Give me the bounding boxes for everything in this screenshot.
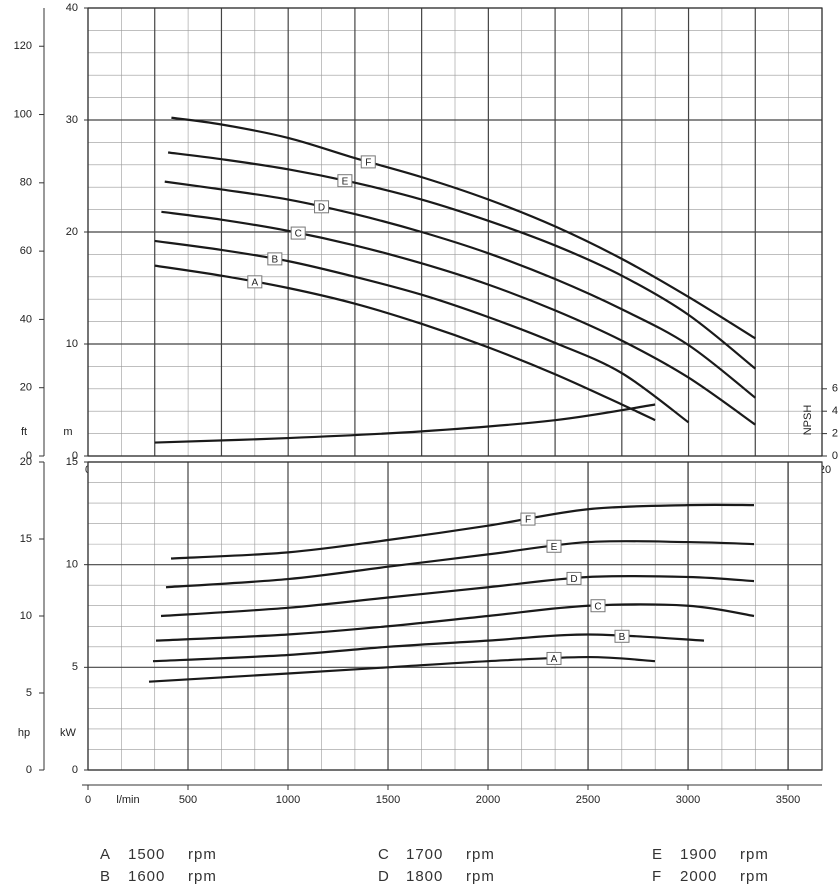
curve	[154, 403, 656, 444]
curve-label-box	[546, 539, 562, 553]
y2-tick-label: 120	[14, 40, 32, 52]
curve	[154, 264, 656, 422]
curve-label: B	[619, 632, 626, 643]
legend-unit: rpm	[188, 868, 217, 885]
curve	[171, 116, 756, 340]
curve	[165, 539, 755, 589]
curve-label: D	[318, 202, 325, 213]
y-axis-label: kW	[60, 727, 77, 739]
y-tick-label: 40	[66, 2, 78, 14]
legend-speed: 1700	[406, 846, 443, 863]
legend-unit: rpm	[466, 846, 495, 863]
y2-tick-label: 15	[20, 533, 32, 545]
curve-label: E	[551, 542, 558, 553]
y3-tick-label: 6	[832, 383, 838, 395]
curve-label: C	[594, 601, 601, 612]
curve	[161, 210, 756, 426]
y3-tick-label: 2	[832, 428, 838, 440]
curve-label-box	[314, 200, 330, 214]
curve	[170, 503, 755, 560]
curve-label-box	[590, 599, 606, 613]
legend-key: A	[100, 846, 111, 863]
y3-tick-label: 0	[832, 450, 838, 462]
legend-speed: 1800	[406, 868, 443, 885]
curve-label: D	[570, 574, 577, 585]
y3-axis-label: NPSH	[802, 405, 814, 436]
y2-tick-label: 100	[14, 108, 32, 120]
y-tick-label: 20	[66, 226, 78, 238]
legend-key: F	[652, 868, 662, 885]
y2-tick-label: 60	[20, 245, 32, 257]
curve-label-box	[546, 651, 562, 665]
y2-tick-label: 10	[20, 610, 32, 622]
x-tick-label: 1000	[276, 794, 300, 806]
x-tick-label: 0	[85, 794, 91, 806]
curve-label: F	[525, 515, 531, 526]
legend-unit: rpm	[188, 846, 217, 863]
curve-label-box	[520, 512, 536, 526]
curve-label-box	[614, 629, 630, 643]
x-tick-label: 2500	[576, 794, 600, 806]
y2-tick-label: 40	[20, 313, 32, 325]
curve-label: E	[342, 176, 349, 187]
y3-tick-label: 4	[832, 405, 838, 417]
y-tick-label: 30	[66, 114, 78, 126]
curve-label-box	[247, 275, 263, 289]
curve-label: A	[551, 654, 558, 665]
legend-key: B	[100, 868, 111, 885]
y2-tick-label: 0	[26, 450, 32, 462]
plot-frame	[87, 461, 823, 771]
curve-label: C	[295, 229, 302, 240]
y2-axis-label: ft	[21, 426, 27, 438]
legend-speed: 2000	[680, 868, 717, 885]
x-tick-label: 2000	[476, 794, 500, 806]
curve-label-box	[566, 571, 582, 585]
y-tick-label: 0	[72, 450, 78, 462]
x-axis-label: l/min	[116, 794, 139, 806]
legend-unit: rpm	[740, 868, 769, 885]
x-tick-label: 3000	[676, 794, 700, 806]
legend-speed: 1600	[128, 868, 165, 885]
y-tick-label: 0	[72, 764, 78, 776]
curve-label-box	[290, 226, 306, 240]
curve-label-box	[337, 174, 353, 188]
y-tick-label: 15	[66, 456, 78, 468]
curve	[164, 180, 756, 399]
x-tick-label: 3500	[776, 794, 800, 806]
legend-unit: rpm	[466, 868, 495, 885]
y2-tick-label: 20	[20, 382, 32, 394]
curve-label: F	[365, 158, 371, 169]
x-tick-label: 500	[179, 794, 197, 806]
legend-key: D	[378, 868, 390, 885]
legend-speed: 1900	[680, 846, 717, 863]
legend-key: C	[378, 846, 390, 863]
y-tick-label: 10	[66, 559, 78, 571]
curve	[148, 655, 656, 683]
y-tick-label: 5	[72, 661, 78, 673]
y-axis-label: m	[63, 426, 72, 438]
curve	[155, 603, 755, 642]
curve-label-box	[360, 155, 376, 169]
legend-speed: 1500	[128, 846, 165, 863]
y2-axis-label: hp	[18, 727, 30, 739]
legend-unit: rpm	[740, 846, 769, 863]
x-tick-label: 1500	[376, 794, 400, 806]
curve	[154, 239, 690, 424]
curve	[160, 574, 755, 618]
curve-label: A	[251, 277, 258, 288]
legend-key: E	[652, 846, 663, 863]
y2-tick-label: 20	[20, 456, 32, 468]
curve-label: B	[272, 255, 279, 266]
y2-tick-label: 0	[26, 764, 32, 776]
y2-tick-label: 5	[26, 687, 32, 699]
curve	[167, 151, 756, 370]
curve	[152, 633, 705, 663]
y2-tick-label: 80	[20, 177, 32, 189]
curve-label-box	[267, 252, 283, 266]
y-tick-label: 10	[66, 338, 78, 350]
